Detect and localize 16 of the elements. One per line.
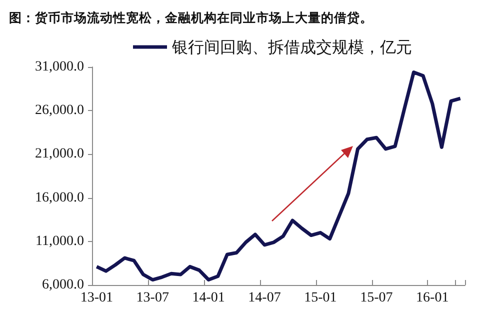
- legend-label: 银行间回购、拆借成交规模，亿元: [171, 38, 412, 56]
- y-tick-label: 31,000.0: [35, 60, 84, 74]
- y-tick-label: 11,000.0: [36, 234, 84, 249]
- y-tick-label: 6,000.0: [42, 278, 84, 292]
- y-tick-label: 16,000.0: [35, 190, 84, 206]
- x-tick-label: 14-07: [248, 290, 281, 306]
- x-tick-label: 13-07: [136, 290, 169, 306]
- x-tick-label: 15-07: [360, 290, 393, 306]
- x-tick-label: 13-01: [80, 290, 113, 306]
- x-tick-label: 15-01: [304, 290, 337, 306]
- x-tick-label: 14-01: [192, 290, 225, 306]
- y-tick-label: 21,000.0: [35, 146, 84, 162]
- line-series: [94, 70, 462, 282]
- x-tick-label: 16-01: [416, 290, 449, 306]
- y-tick-label: 26,000.0: [35, 103, 84, 118]
- chart-title: 图：货币市场流动性宽松，金融机构在同业市场上大量的借贷。: [9, 10, 373, 25]
